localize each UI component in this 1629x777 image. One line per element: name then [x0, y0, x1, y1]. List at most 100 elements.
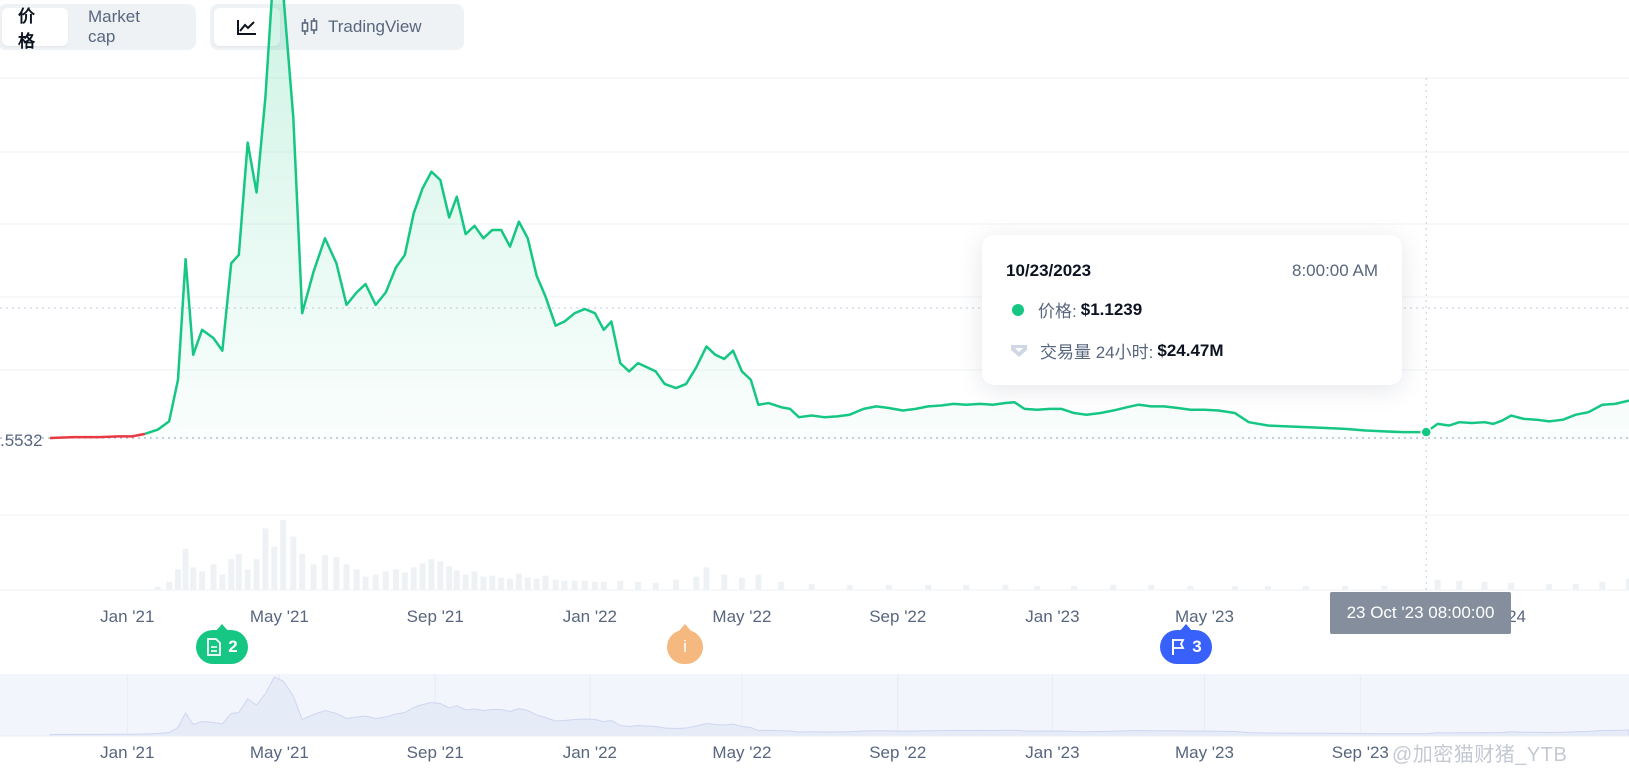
volume-bar-62	[925, 584, 932, 590]
volume-bar-28	[419, 563, 426, 590]
volume-bar-10	[244, 569, 251, 590]
volume-bar-48	[600, 581, 607, 590]
event-marker-count: 3	[1192, 637, 1202, 656]
volume-bar-14	[280, 520, 287, 590]
volume-bar-39	[515, 573, 522, 590]
tradingview-button[interactable]: TradingView	[280, 8, 436, 46]
volume-bar-56	[738, 577, 745, 590]
volume-bar-34	[471, 571, 478, 590]
volume-bar-71	[1264, 585, 1271, 590]
hover-point	[1420, 426, 1432, 438]
event-marker[interactable]: 3	[1160, 624, 1212, 664]
volume-bar-23	[372, 574, 379, 590]
volume-bar-41	[533, 578, 540, 590]
volume-bar-72	[1302, 585, 1309, 590]
volume-bar-33	[462, 574, 469, 590]
price-area	[145, 0, 1629, 438]
news-marker[interactable]: 2	[196, 624, 248, 664]
volume-bar-18	[321, 555, 328, 590]
volume-bar-60	[846, 584, 853, 590]
watermark: @加密猫财猪_YTB	[1392, 744, 1568, 766]
y-reference-label: .5532	[0, 431, 43, 450]
volume-bar-19	[333, 557, 340, 590]
navigator-tick-label: Sep '22	[869, 743, 926, 762]
volume-bar-27	[410, 567, 417, 590]
volume-bar-82	[1626, 578, 1629, 590]
navigator-tick-label: Sep '23	[1332, 743, 1389, 762]
volume-bar-64	[1002, 584, 1009, 590]
volume-bar-1	[166, 581, 173, 590]
navigator-tick-label: Jan '22	[563, 743, 617, 762]
x-tick-label: May '21	[250, 607, 309, 626]
x-tick-label: May '23	[1175, 607, 1234, 626]
tooltip-price-value: $1.1239	[1080, 299, 1143, 319]
price-dot-icon	[1012, 303, 1024, 316]
volume-bar-26	[401, 572, 408, 590]
volume-bar-7	[219, 574, 226, 590]
volume-bar-57	[755, 574, 762, 590]
navigator-tick-label: May '23	[1175, 743, 1234, 762]
navigator-tick-label: May '22	[712, 743, 771, 762]
volume-bar-9	[235, 554, 242, 590]
volume-bar-43	[552, 579, 559, 590]
volume-bar-55	[721, 574, 728, 590]
price-line-start-segment	[49, 432, 146, 440]
document-icon	[207, 638, 222, 656]
x-tick-label: Jan '23	[1025, 607, 1079, 626]
x-tick-label: Jan '21	[100, 607, 154, 626]
volume-bar-24	[382, 571, 389, 590]
volume-bar-37	[498, 577, 505, 590]
navigator-area	[49, 676, 1629, 737]
volume-bar-36	[489, 575, 496, 590]
candlestick-icon	[301, 18, 318, 35]
news-marker-count: 2	[228, 637, 238, 656]
volume-bar-59	[808, 583, 815, 590]
volume-bar-77	[1481, 581, 1488, 590]
volume-bar-76	[1456, 580, 1463, 590]
info-marker[interactable]: i	[667, 624, 703, 664]
tab-price[interactable]: 价格	[2, 7, 68, 51]
volume-bar-78	[1508, 582, 1515, 590]
volume-bar-79	[1546, 583, 1553, 590]
volume-bar-49	[617, 580, 624, 590]
tooltip-volume-label: 交易量 24小时:	[1040, 343, 1154, 362]
volume-bar-74	[1381, 585, 1388, 590]
volume-bar-40	[524, 577, 531, 590]
volume-bar-66	[1070, 585, 1077, 590]
tradingview-label: TradingView	[328, 17, 422, 36]
volume-bar-4	[190, 567, 197, 590]
chart-type-switch: 价格 Market cap	[0, 4, 196, 51]
crosshair-date-label: 23 Oct '23 08:00:00	[1330, 592, 1511, 634]
volume-bar-25	[392, 569, 399, 590]
volume-bar-44	[561, 580, 568, 590]
navigator-tick-label: Jan '23	[1025, 743, 1079, 762]
volume-bar-68	[1148, 584, 1155, 590]
volume-bar-5	[199, 571, 206, 590]
flag-icon	[1172, 639, 1185, 655]
volume-bar-3	[182, 548, 189, 590]
volume-bar-32	[453, 570, 460, 590]
volume-bar-8	[228, 559, 235, 590]
x-tick-label: Jan '22	[563, 607, 617, 626]
volume-bar-52	[673, 579, 680, 590]
volume-bar-67	[1110, 584, 1117, 590]
volume-bar-6	[210, 564, 217, 590]
volume-bar-2	[174, 569, 181, 590]
chart-tooltip: 10/23/2023 8:00:00 AM 价格: $1.1239 交易量 24…	[982, 235, 1402, 385]
volume-bar-38	[507, 578, 514, 590]
volume-bar-31	[446, 566, 453, 590]
volume-bar-75	[1434, 579, 1441, 590]
tooltip-date: 10/23/2023	[1006, 261, 1092, 280]
volume-bar-21	[353, 569, 360, 590]
volume-bar-58	[778, 581, 785, 590]
volume-bar-54	[703, 567, 710, 590]
volume-bar-70	[1231, 585, 1238, 590]
volume-bar-69	[1187, 585, 1194, 590]
volume-bar-51	[652, 582, 659, 590]
volume-bar-16	[299, 554, 306, 590]
volume-bar-81	[1599, 581, 1606, 590]
volume-bar-30	[437, 561, 444, 590]
volume-bar-13	[271, 546, 278, 590]
tab-market-cap[interactable]: Market cap	[87, 7, 140, 46]
